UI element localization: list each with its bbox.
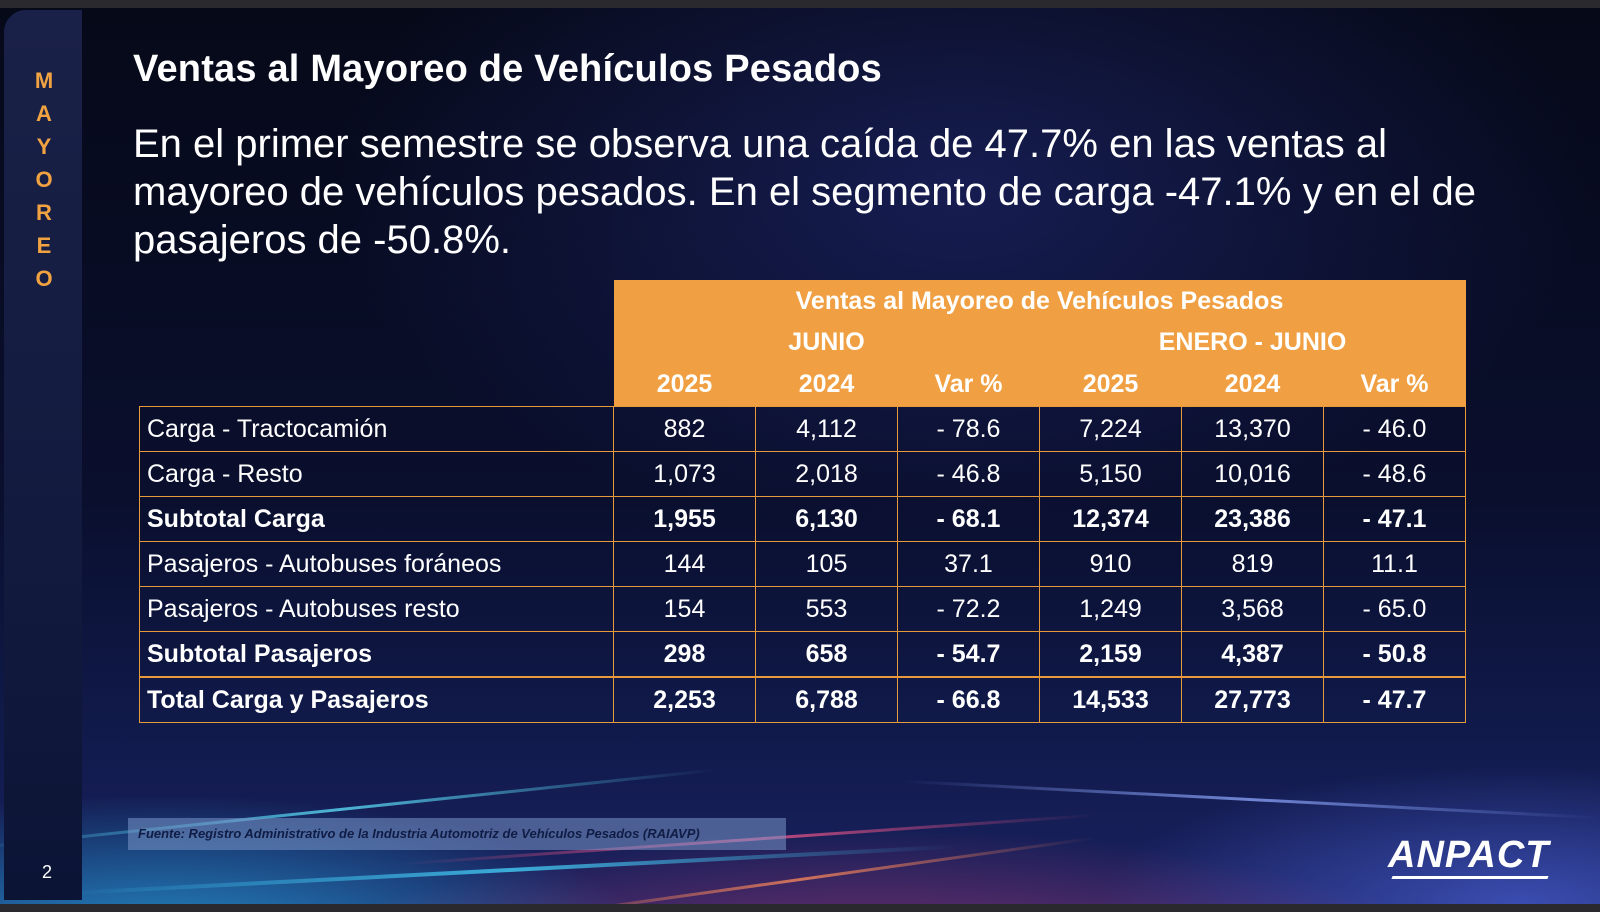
row-label: Carga - Tractocamión xyxy=(139,406,614,452)
side-letter: A xyxy=(36,101,52,126)
column-header: Var % xyxy=(897,362,1040,407)
table-cell: 2,253 xyxy=(613,676,756,723)
sales-table: Ventas al Mayoreo de Vehículos Pesados J… xyxy=(139,280,1466,723)
table-cell: 10,016 xyxy=(1181,451,1324,497)
table-cell: 154 xyxy=(613,586,756,632)
table-cell: 3,568 xyxy=(1181,586,1324,632)
table-cell: - 46.8 xyxy=(897,451,1040,497)
table-cell: 6,130 xyxy=(755,496,898,542)
table-cell: - 50.8 xyxy=(1323,631,1466,678)
table-row: Pasajeros - Autobuses resto 154 553- 72.2 1… xyxy=(139,586,1466,632)
table-cell: 4,387 xyxy=(1181,631,1324,678)
page-number: 2 xyxy=(42,862,53,882)
column-header: 2025 xyxy=(1039,362,1182,407)
table-cell: 6,788 xyxy=(755,676,898,723)
table-cell: 1,249 xyxy=(1039,586,1182,632)
source-note: Fuente: Registro Administrativo de la In… xyxy=(128,818,786,850)
table-cell: - 48.6 xyxy=(1323,451,1466,497)
slide-title: Ventas al Mayoreo de Vehículos Pesados xyxy=(133,48,882,90)
side-letter: M xyxy=(34,68,54,93)
table-corner xyxy=(140,322,614,362)
table-cell: - 66.8 xyxy=(897,676,1040,723)
logo-underline xyxy=(1391,876,1549,879)
row-label: Pasajeros - Autobuses resto xyxy=(139,586,614,632)
table-cell: 13,370 xyxy=(1181,406,1324,452)
column-header: 2024 xyxy=(755,362,898,407)
table-cell: 37.1 xyxy=(897,541,1040,587)
table-corner xyxy=(140,280,614,322)
column-header: Var % xyxy=(1323,362,1466,407)
table-cell: 2,018 xyxy=(755,451,898,497)
table-row: Subtotal Carga 1,955 6,130- 68.1 12,374 23,3… xyxy=(139,496,1466,542)
table-cell: 819 xyxy=(1181,541,1324,587)
table-cell: 1,955 xyxy=(613,496,756,542)
table-group-enero-junio: ENERO - JUNIO xyxy=(1039,322,1466,362)
table-cell: 658 xyxy=(755,631,898,678)
slide: M A Y O R E O Ventas al Mayoreo de Vehíc… xyxy=(0,8,1600,904)
table-corner xyxy=(140,362,614,407)
table-cell: 11.1 xyxy=(1323,541,1466,587)
column-header: 2024 xyxy=(1181,362,1324,407)
table-cell: 23,386 xyxy=(1181,496,1324,542)
side-letter: O xyxy=(35,266,53,291)
table-row: Pasajeros - Autobuses foráneos 144 105 37.1… xyxy=(139,541,1466,587)
light-streak xyxy=(60,844,960,896)
table-cell: - 54.7 xyxy=(897,631,1040,678)
side-letter: Y xyxy=(36,134,52,159)
table-cell: 144 xyxy=(613,541,756,587)
table-cell: - 72.2 xyxy=(897,586,1040,632)
table-cell: - 65.0 xyxy=(1323,586,1466,632)
table-cell: - 47.1 xyxy=(1323,496,1466,542)
table-cell: 12,374 xyxy=(1039,496,1182,542)
row-label: Subtotal Carga xyxy=(139,496,614,542)
table-cell: 14,533 xyxy=(1039,676,1182,723)
table-cell: - 78.6 xyxy=(897,406,1040,452)
table-cell: 553 xyxy=(755,586,898,632)
table-cell: - 68.1 xyxy=(897,496,1040,542)
side-letter: E xyxy=(36,233,52,258)
row-label: Carga - Resto xyxy=(139,451,614,497)
table-cell: 7,224 xyxy=(1039,406,1182,452)
anpact-logo: ANPACT xyxy=(1388,834,1550,876)
row-label: Total Carga y Pasajeros xyxy=(139,676,614,723)
side-letter: R xyxy=(36,200,52,225)
table-row: Carga - Resto 1,073 2,018- 46.8 5,150 10,016… xyxy=(139,451,1466,497)
table-cell: 2,159 xyxy=(1039,631,1182,678)
column-header: 2025 xyxy=(613,362,756,407)
side-label-mayoreo: M A Y O R E O xyxy=(30,64,58,295)
table-row: Total Carga y Pasajeros 2,253 6,788- 66.8 1… xyxy=(139,676,1466,723)
table-cell: 910 xyxy=(1039,541,1182,587)
slide-subtitle: En el primer semestre se observa una caí… xyxy=(133,122,1477,262)
table-cell: 1,073 xyxy=(613,451,756,497)
side-bar xyxy=(4,10,82,900)
side-letter: O xyxy=(35,167,53,192)
table-row: Subtotal Pasajeros 298 658- 54.7 2,159 4,387… xyxy=(139,631,1466,678)
table-header-title: Ventas al Mayoreo de Vehículos Pesados xyxy=(613,280,1466,322)
table-cell: - 47.7 xyxy=(1323,676,1466,723)
row-label: Pasajeros - Autobuses foráneos xyxy=(139,541,614,587)
table-cell: 882 xyxy=(613,406,756,452)
table-cell: 27,773 xyxy=(1181,676,1324,723)
table-cell: 4,112 xyxy=(755,406,898,452)
table-row: Carga - Tractocamión 882 4,112- 78.6 7,224 1… xyxy=(139,406,1466,452)
table-cell: 5,150 xyxy=(1039,451,1182,497)
table-cell: 105 xyxy=(755,541,898,587)
table-cell: 298 xyxy=(613,631,756,678)
row-label: Subtotal Pasajeros xyxy=(139,631,614,678)
table-body: Carga - Tractocamión 882 4,112- 78.6 7,224 1… xyxy=(139,406,1466,723)
table-cell: - 46.0 xyxy=(1323,406,1466,452)
light-streak xyxy=(900,779,1600,820)
table-group-junio: JUNIO xyxy=(613,322,1040,362)
